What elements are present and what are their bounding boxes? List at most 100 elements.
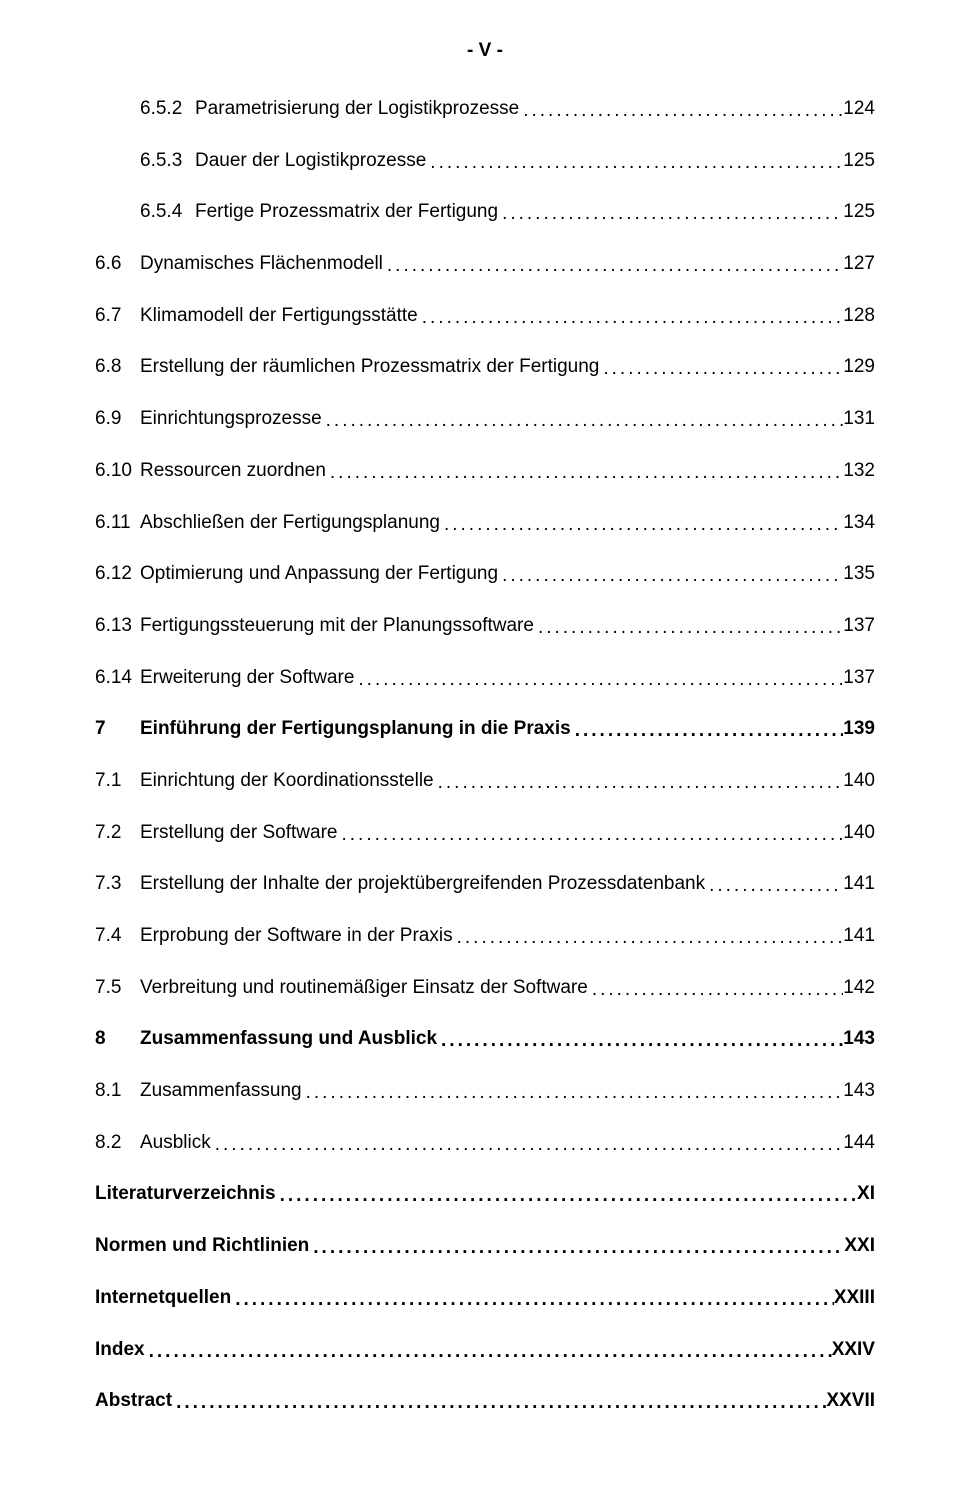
toc-entry-page: XXIII (834, 1286, 875, 1311)
toc-leader-dots (498, 564, 843, 589)
toc-entry-page: 135 (843, 562, 875, 587)
toc-entry: Index XXIV (95, 1338, 875, 1363)
toc-entry-title: Abschließen der Fertigungsplanung (140, 511, 440, 536)
toc-entry: 6.5.3Dauer der Logistikprozesse125 (95, 149, 875, 174)
toc-entry-page: 142 (843, 976, 875, 1001)
toc-entry-title: Klimamodell der Fertigungsstätte (140, 304, 418, 329)
toc-entry-title: Einrichtungsprozesse (140, 407, 322, 432)
toc-leader-dots (231, 1288, 834, 1313)
toc-entry-page: 128 (843, 304, 875, 329)
toc-entry-title: Erprobung der Software in der Praxis (140, 924, 453, 949)
toc-entry-number: 7.5 (95, 976, 140, 1001)
toc-leader-dots (599, 357, 843, 382)
toc-leader-dots (437, 1029, 843, 1054)
toc-entry-title: Ressourcen zuordnen (140, 459, 326, 484)
toc-entry-title: Ausblick (140, 1131, 211, 1156)
toc-entry-page: XXVII (826, 1389, 875, 1414)
toc-leader-dots (705, 874, 843, 899)
toc-leader-dots (440, 513, 843, 538)
toc-entry-number: 7.4 (95, 924, 140, 949)
toc-leader-dots (418, 306, 844, 331)
toc-leader-dots (302, 1081, 844, 1106)
toc-entry-title: Erstellung der Inhalte der projektübergr… (140, 872, 705, 897)
toc-entry-number: 6.8 (95, 355, 140, 380)
toc-entry-title: Literaturverzeichnis (95, 1182, 276, 1207)
toc-entry-page: 141 (843, 924, 875, 949)
toc-entry: 7Einführung der Fertigungsplanung in die… (95, 717, 875, 742)
toc-entry-title: Verbreitung und routinemäßiger Einsatz d… (140, 976, 588, 1001)
table-of-contents: 6.5.2Parametrisierung der Logistikprozes… (95, 97, 875, 1414)
toc-entry-number: 8.2 (95, 1131, 140, 1156)
toc-entry: 6.13Fertigungssteuerung mit der Planungs… (95, 614, 875, 639)
toc-leader-dots (326, 461, 843, 486)
toc-entry: Normen und RichtlinienXXI (95, 1234, 875, 1259)
toc-entry-page: 141 (843, 872, 875, 897)
toc-entry-page: 140 (843, 821, 875, 846)
toc-entry: 8.2Ausblick 144 (95, 1131, 875, 1156)
toc-entry: 6.12Optimierung und Anpassung der Fertig… (95, 562, 875, 587)
toc-entry: 8Zusammenfassung und Ausblick 143 (95, 1027, 875, 1052)
toc-entry-page: 137 (843, 614, 875, 639)
toc-entry-page: 143 (843, 1027, 875, 1052)
toc-entry-title: Einführung der Fertigungsplanung in die … (140, 717, 571, 742)
toc-entry: 6.10Ressourcen zuordnen 132 (95, 459, 875, 484)
toc-entry-page: 129 (843, 355, 875, 380)
toc-entry-number: 6.5.3 (140, 149, 195, 174)
toc-leader-dots (426, 151, 843, 176)
toc-leader-dots (571, 719, 844, 744)
toc-leader-dots (211, 1133, 844, 1158)
toc-entry-title: Index (95, 1338, 145, 1363)
toc-entry-page: 139 (843, 717, 875, 742)
toc-entry-title: Abstract (95, 1389, 172, 1414)
toc-entry-number: 6.5.2 (140, 97, 195, 122)
toc-entry-number: 8.1 (95, 1079, 140, 1104)
toc-leader-dots (453, 926, 844, 951)
toc-entry-number: 8 (95, 1027, 140, 1052)
toc-leader-dots (354, 668, 843, 693)
toc-entry-number: 7.2 (95, 821, 140, 846)
toc-entry-number: 6.6 (95, 252, 140, 277)
toc-leader-dots (588, 978, 843, 1003)
toc-leader-dots (338, 823, 844, 848)
toc-entry-page: 134 (843, 511, 875, 536)
toc-entry-page: 143 (843, 1079, 875, 1104)
toc-entry-title: Parametrisierung der Logistikprozesse (195, 97, 519, 122)
toc-entry-title: Dauer der Logistikprozesse (195, 149, 426, 174)
toc-entry: 8.1Zusammenfassung 143 (95, 1079, 875, 1104)
toc-entry: Literaturverzeichnis XI (95, 1182, 875, 1207)
toc-entry-number: 7.1 (95, 769, 140, 794)
toc-entry-number: 6.5.4 (140, 200, 195, 225)
toc-entry-number: 6.7 (95, 304, 140, 329)
toc-entry-page: XI (857, 1182, 875, 1207)
toc-entry-number: 6.10 (95, 459, 140, 484)
toc-leader-dots (145, 1340, 832, 1365)
toc-entry-number: 6.13 (95, 614, 140, 639)
toc-entry-title: Optimierung und Anpassung der Fertigung (140, 562, 498, 587)
page-number-header: - V - (95, 40, 875, 62)
toc-entry-page: XXIV (832, 1338, 875, 1363)
toc-entry-title: Zusammenfassung (140, 1079, 302, 1104)
toc-entry: 6.14Erweiterung der Software137 (95, 666, 875, 691)
toc-entry: 7.5Verbreitung und routinemäßiger Einsat… (95, 976, 875, 1001)
toc-leader-dots (434, 771, 844, 796)
toc-entry-page: 140 (843, 769, 875, 794)
toc-leader-dots (276, 1184, 857, 1209)
toc-entry-title: Zusammenfassung und Ausblick (140, 1027, 437, 1052)
toc-entry-number: 7 (95, 717, 140, 742)
toc-entry: 6.9Einrichtungsprozesse 131 (95, 407, 875, 432)
toc-entry-number: 6.9 (95, 407, 140, 432)
toc-entry: 7.4Erprobung der Software in der Praxis 1… (95, 924, 875, 949)
toc-leader-dots (498, 202, 843, 227)
toc-entry-page: 131 (843, 407, 875, 432)
toc-entry-page: 144 (843, 1131, 875, 1156)
toc-entry: 7.2Erstellung der Software 140 (95, 821, 875, 846)
toc-entry-page: 132 (843, 459, 875, 484)
toc-entry: 6.7Klimamodell der Fertigungsstätte 128 (95, 304, 875, 329)
toc-entry-number: 7.3 (95, 872, 140, 897)
toc-entry-page: 137 (843, 666, 875, 691)
toc-entry-title: Erstellung der räumlichen Prozessmatrix … (140, 355, 599, 380)
toc-entry-title: Erstellung der Software (140, 821, 338, 846)
toc-entry-title: Fertige Prozessmatrix der Fertigung (195, 200, 498, 225)
toc-leader-dots (383, 254, 843, 279)
toc-entry-title: Normen und Richtlinien (95, 1234, 309, 1259)
